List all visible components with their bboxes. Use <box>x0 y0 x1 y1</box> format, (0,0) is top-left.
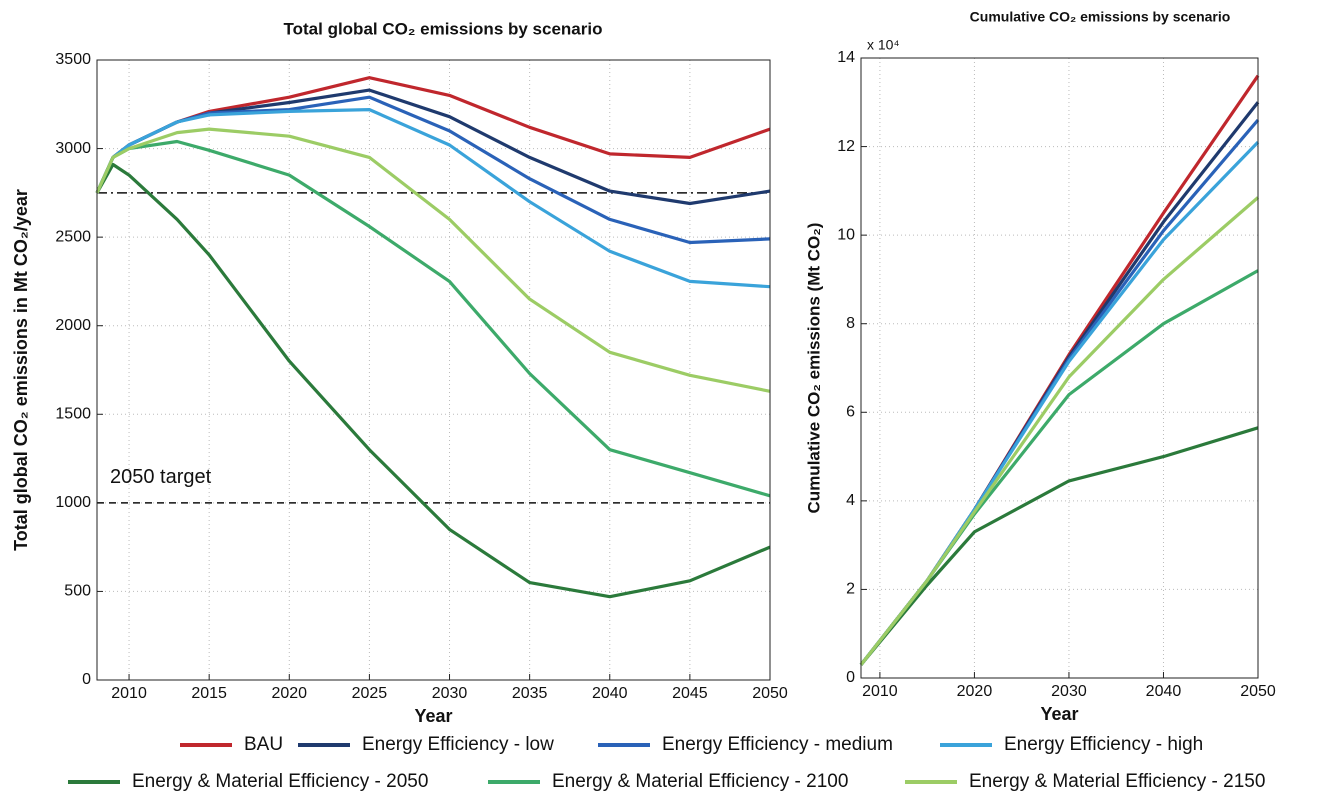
x-tick-label: 2050 <box>1240 683 1276 700</box>
y-multiplier: x 10⁴ <box>867 37 899 53</box>
plot-frame <box>860 57 1259 679</box>
legend-label: BAU <box>244 734 283 755</box>
y-tick-label: 1000 <box>55 494 91 511</box>
y-tick-label: 1500 <box>55 406 91 423</box>
series-line <box>859 269 1259 666</box>
legend-label: Energy & Material Efficiency - 2050 <box>132 771 428 792</box>
y-tick-label: 0 <box>82 671 91 688</box>
y-tick-label: 2 <box>846 581 855 598</box>
series-line <box>95 76 771 194</box>
x-tick-label: 2015 <box>191 685 227 702</box>
y-tick-label: 0 <box>846 669 855 686</box>
y-tick-label: 8 <box>846 315 855 332</box>
chart-title: Cumulative CO₂ emissions by scenario <box>970 9 1231 25</box>
y-tick-label: 2000 <box>55 317 91 334</box>
y-axis-label: Cumulative CO₂ emissions (Mt CO₂) <box>804 223 823 514</box>
series-line <box>95 162 771 599</box>
legend-label: Energy Efficiency - low <box>362 734 554 755</box>
y-tick-label: 2500 <box>55 228 91 245</box>
x-tick-label: 2010 <box>111 685 147 702</box>
x-tick-label: 2030 <box>432 685 468 702</box>
series-line <box>95 139 771 498</box>
legend-label: Energy Efficiency - medium <box>662 734 893 755</box>
x-tick-label: 2010 <box>862 683 898 700</box>
y-tick-label: 14 <box>837 49 855 66</box>
series-line <box>859 426 1259 666</box>
x-tick-label: 2025 <box>352 685 388 702</box>
x-axis-label: Year <box>414 706 452 726</box>
series-line <box>95 127 771 393</box>
x-tick-label: 2030 <box>1051 683 1087 700</box>
y-tick-label: 4 <box>846 492 855 509</box>
annotation: 2050 target <box>110 466 212 488</box>
y-tick-label: 6 <box>846 404 855 421</box>
plot-frame <box>96 59 771 681</box>
y-tick-label: 12 <box>837 138 855 155</box>
y-tick-label: 3000 <box>55 140 91 157</box>
y-axis-label: Total global CO₂ emissions in Mt CO₂/yea… <box>11 189 31 551</box>
series-line <box>859 101 1260 666</box>
y-tick-label: 3500 <box>55 51 91 68</box>
series-line <box>859 196 1260 666</box>
x-tick-label: 2035 <box>512 685 548 702</box>
legend-label: Energy Efficiency - high <box>1004 734 1203 755</box>
x-axis-label: Year <box>1040 704 1078 724</box>
x-tick-label: 2040 <box>1146 683 1182 700</box>
y-tick-label: 500 <box>64 583 91 600</box>
y-tick-label: 10 <box>837 226 855 243</box>
legend-label: Energy & Material Efficiency - 2150 <box>969 771 1265 792</box>
series-line <box>859 140 1260 666</box>
x-tick-label: 2040 <box>592 685 628 702</box>
x-tick-label: 2020 <box>271 685 307 702</box>
x-tick-label: 2020 <box>957 683 993 700</box>
x-tick-label: 2050 <box>752 685 788 702</box>
chart-title: Total global CO₂ emissions by scenario <box>284 19 603 38</box>
legend-label: Energy & Material Efficiency - 2100 <box>552 771 848 792</box>
x-tick-label: 2045 <box>672 685 708 702</box>
series-line <box>95 108 771 289</box>
